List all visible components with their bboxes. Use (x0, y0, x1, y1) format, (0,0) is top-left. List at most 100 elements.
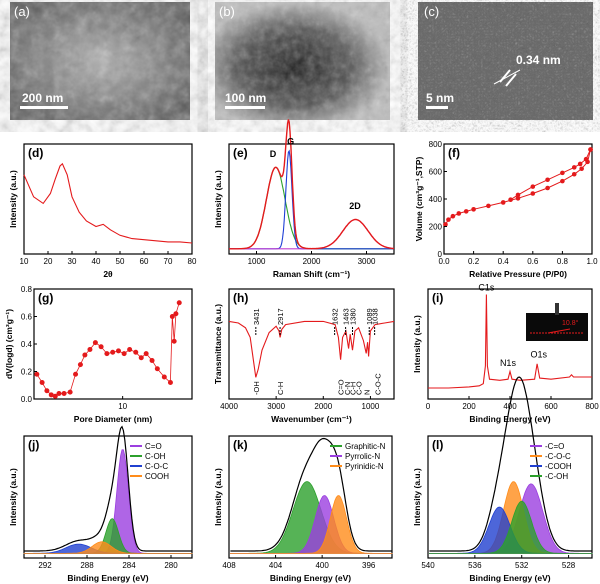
tick-label: 40 (92, 257, 101, 266)
tick-label: 400 (429, 195, 443, 204)
plot-frame (228, 143, 395, 255)
legend-label: Pyrinidic-N (345, 462, 384, 471)
tick-label: 280 (164, 561, 178, 570)
desorption-point (577, 161, 583, 167)
tick-label: 60 (140, 257, 149, 266)
adsorption-point (443, 222, 448, 227)
pore-point (48, 392, 54, 398)
tick-label: 200 (429, 223, 443, 232)
pore-point (87, 347, 93, 352)
adsorption-point (486, 203, 491, 209)
y-axis-label: Intensity (a.u.) (8, 468, 18, 526)
legend-label: Pyrrolic-N (345, 452, 380, 461)
tick-label: 0.8 (557, 257, 569, 266)
pore-line (36, 302, 180, 397)
tick-label: 1000 (362, 402, 380, 411)
tick-label: 80 (188, 257, 197, 266)
tick-label: 800 (585, 402, 599, 411)
peak-label: 2917 (276, 308, 285, 325)
scale-label: 5 nm (426, 91, 454, 105)
group-label: -OH (252, 381, 261, 395)
peak-label: 3431 (252, 308, 261, 325)
pore-point (110, 349, 116, 355)
group-label: C-H (276, 382, 285, 395)
desorption-line (510, 149, 591, 201)
peak-label: 1463 (342, 308, 351, 325)
peak-component (229, 149, 394, 250)
component-area (428, 500, 593, 554)
desorption-point (571, 165, 577, 170)
panel-letter: (j) (28, 438, 39, 452)
tick-label: 1000 (248, 257, 266, 266)
plot-frame (23, 435, 193, 559)
tick-label: 1.0 (586, 257, 598, 266)
pore-point (56, 391, 62, 396)
component-area (229, 495, 393, 554)
panel-letter: (d) (28, 146, 43, 160)
pore-point (115, 348, 121, 354)
group-label: C-N (343, 382, 352, 395)
legend-label: C=O (145, 442, 162, 451)
pore-point (121, 351, 127, 357)
chart-h: (h) 3431 2917 1632 1463 1380 1089 1038 -OH C-H C=O… (205, 283, 400, 425)
plot-frame (228, 288, 395, 400)
tick-label: 0.2 (21, 368, 33, 377)
pore-point (73, 371, 79, 377)
x-axis-label: Relative Pressure (P/P0) (469, 269, 567, 279)
tick-label: 0 (426, 402, 431, 411)
tick-label: 200 (462, 402, 476, 411)
tick-label: 408 (222, 561, 236, 570)
tick-label: 288 (80, 561, 94, 570)
pore-point (167, 380, 173, 385)
tick-label: 0.0 (21, 395, 33, 404)
chart-e: (e) D G 2D 1000 2000 3000 Raman Shift (cm⁻¹) Int… (205, 119, 400, 280)
desorption-point (530, 184, 536, 189)
legend-label: -C-O-C (545, 452, 571, 461)
pore-point (176, 300, 182, 306)
adsorption-point (446, 217, 451, 222)
x-axis-label: Binding Energy (eV) (270, 573, 351, 583)
pore-point (169, 314, 175, 319)
adsorption-point (471, 207, 476, 212)
tick-label: 540 (421, 561, 435, 570)
legend-label: -C-OH (545, 472, 568, 481)
tick-label: 284 (122, 561, 136, 570)
y-axis-label: Transmittance (a.u.) (213, 304, 223, 384)
tick-label: 10 (118, 402, 127, 411)
component-area (23, 541, 193, 554)
tick-label: 0.2 (468, 257, 480, 266)
peak-label: 1089 (365, 308, 374, 325)
y-axis-label: Intensity (a.u.) (213, 170, 223, 228)
pore-point (173, 311, 179, 317)
chart-f: (f) 0.0 0.2 0.4 0.6 0.8 1.0 0 200 400 600 800 Relati… (404, 138, 600, 280)
angle-label: 10.8° (562, 319, 579, 327)
panel-letter: (k) (233, 438, 248, 452)
adsorption-point (579, 166, 584, 172)
adsorption-point (545, 185, 550, 191)
desorption-point (583, 156, 589, 162)
lattice-spacing-label: 0.34 nm (516, 53, 561, 67)
chart-k: (k) Graphitic-N Pyrrolic-N Pyrinidic-N 408 40… (205, 430, 400, 584)
y-axis-label: Intensity (a.u.) (412, 468, 422, 526)
pore-point (77, 362, 83, 368)
tick-label: 0.8 (21, 285, 33, 294)
legend-label: C-OH (145, 452, 166, 461)
tick-label: 600 (429, 168, 443, 177)
scale-bar (426, 106, 448, 109)
panel-letter: (l) (432, 438, 443, 452)
desorption-point (545, 177, 550, 183)
x-axis-label: Raman Shift (cm⁻¹) (273, 269, 350, 279)
pore-point (127, 347, 133, 352)
tick-label: 2000 (314, 402, 332, 411)
panel-letter: (c) (424, 4, 439, 19)
tick-label: 536 (468, 561, 482, 570)
y-axis-label: Intensity (a.u.) (412, 315, 422, 373)
tick-label: 0.4 (21, 340, 33, 349)
peak-label: N1s (500, 358, 517, 368)
pore-point (161, 374, 167, 380)
group-label: C-H (349, 382, 358, 395)
adsorption-point (456, 211, 462, 216)
panel-letter: (h) (233, 291, 248, 305)
pore-point (61, 391, 67, 396)
pore-point (67, 389, 73, 395)
